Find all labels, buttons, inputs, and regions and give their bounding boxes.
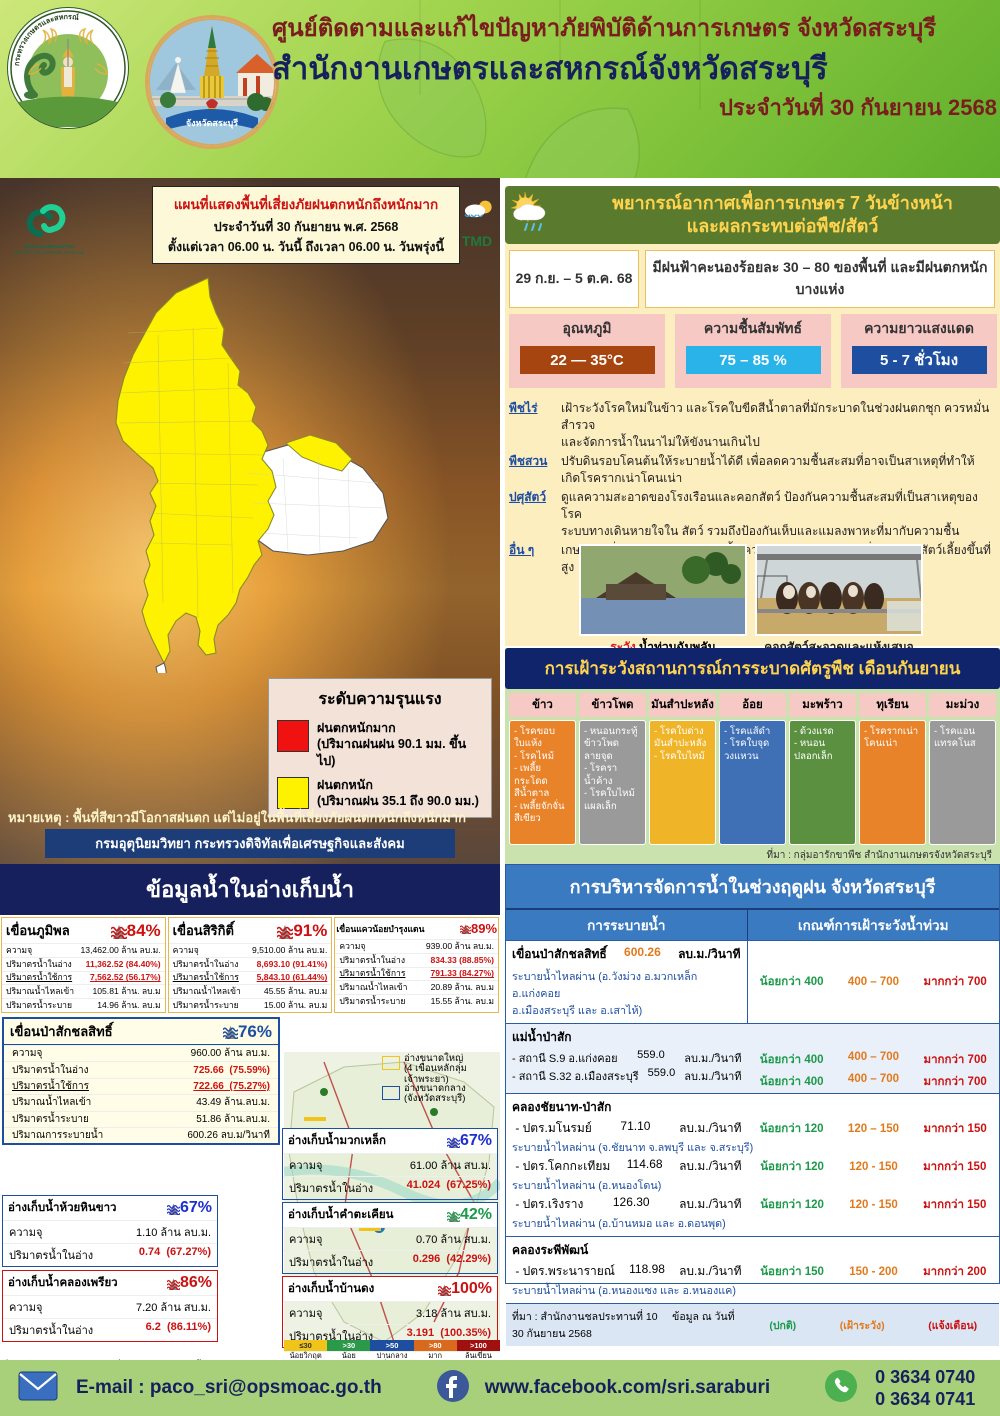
svg-text:จังหวัดสระบุรี: จังหวัดสระบุรี [186, 118, 238, 129]
svg-text:MINISTRY OF INTERIOR THAILAND: MINISTRY OF INTERIOR THAILAND [14, 250, 84, 255]
svg-text:DISASTER PREVENTION: DISASTER PREVENTION [24, 244, 75, 249]
